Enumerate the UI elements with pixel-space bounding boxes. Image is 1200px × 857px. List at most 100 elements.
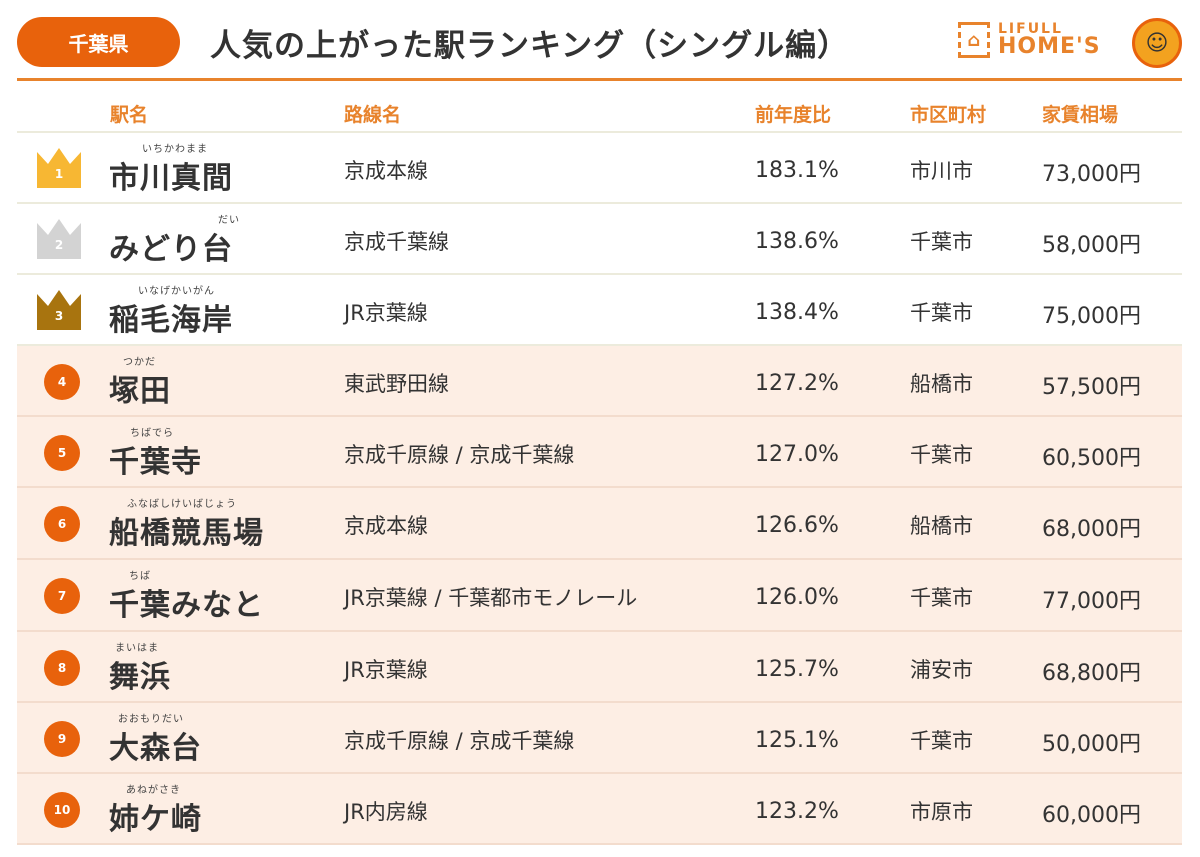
- line-name: 東武野田線: [344, 372, 449, 396]
- year-over-year-rate: 126.6%: [755, 513, 839, 538]
- year-over-year-rate: 138.4%: [755, 300, 839, 325]
- line-name: 京成本線: [344, 159, 428, 183]
- rent-price: 60,000円: [1042, 803, 1141, 828]
- crown-rank-icon: 2: [37, 219, 81, 259]
- station-name: 稲毛海岸: [109, 303, 233, 338]
- year-over-year-rate: 125.1%: [755, 728, 839, 753]
- rank-circle-icon: 7: [44, 578, 80, 614]
- city-name: 船橋市: [910, 514, 973, 538]
- year-over-year-rate: 127.2%: [755, 371, 839, 396]
- table-row: 4 つかだ塚田 東武野田線 127.2% 船橋市 57,500円: [17, 346, 1182, 417]
- line-name: JR京葉線: [344, 301, 428, 325]
- station-furigana: つかだ: [123, 357, 156, 368]
- year-over-year-rate: 183.1%: [755, 158, 839, 183]
- lifull-homes-logo: ⌂ LIFULL HOME'S: [958, 22, 1101, 58]
- ranking-table: 1 いちかわまま 市川真間 京成本線 183.1% 市川市 73,000円 2 だい みどり台 京成…: [17, 131, 1182, 845]
- rank-number: 10: [53, 803, 71, 817]
- column-header-station: 駅名: [110, 104, 149, 126]
- station-name: 船橋競馬場: [109, 516, 264, 551]
- rank-number: 1: [54, 167, 64, 181]
- rent-price: 73,000円: [1042, 162, 1141, 187]
- rent-price: 68,800円: [1042, 661, 1141, 686]
- rank-number: 4: [57, 375, 67, 389]
- station-furigana: だい: [218, 215, 240, 226]
- year-over-year-rate: 125.7%: [755, 657, 839, 682]
- rent-price: 77,000円: [1042, 589, 1141, 614]
- rank-number: 5: [57, 446, 67, 460]
- station-furigana: ちばでら: [130, 428, 174, 439]
- city-name: 市川市: [910, 159, 973, 183]
- house-icon: ⌂: [958, 22, 990, 58]
- city-name: 市原市: [910, 800, 973, 824]
- page-title: 人気の上がった駅ランキング（シングル編）: [210, 28, 850, 64]
- column-header-line: 路線名: [344, 104, 402, 126]
- city-name: 千葉市: [910, 230, 973, 254]
- rank-number: 3: [54, 309, 64, 323]
- rank-number: 2: [54, 238, 64, 252]
- station-name: 舞浜: [109, 660, 171, 695]
- crown-rank-icon: 1: [37, 148, 81, 188]
- column-header-rent: 家賃相場: [1042, 104, 1119, 126]
- table-row: 6 ふなばしけいばじょう船橋競馬場 京成本線 126.6% 船橋市 68,000円: [17, 488, 1182, 560]
- rank-circle-icon: 5: [44, 435, 80, 471]
- station-name: 市川真間: [109, 161, 233, 196]
- table-row: 9 おおもりだい 大森台 京成千原線 / 京成千葉線 125.1% 千葉市 50,000円: [17, 703, 1182, 774]
- column-header-city: 市区町村: [910, 104, 987, 126]
- line-name: 京成千原線 / 京成千葉線: [344, 729, 575, 753]
- line-name: 京成千葉線: [344, 230, 449, 254]
- rank-circle-icon: 10: [44, 792, 80, 828]
- table-row: 7 ちば千葉みなと JR京葉線 / 千葉都市モノレール 126.0% 千葉市 77,000…: [17, 560, 1182, 632]
- city-name: 船橋市: [910, 372, 973, 396]
- station-name: 塚田: [109, 374, 171, 409]
- year-over-year-rate: 126.0%: [755, 585, 839, 610]
- logo-line1: LIFULL: [998, 21, 1063, 37]
- line-name: 京成本線: [344, 514, 428, 538]
- rent-price: 58,000円: [1042, 233, 1141, 258]
- city-name: 千葉市: [910, 729, 973, 753]
- city-name: 千葉市: [910, 586, 973, 610]
- crown-rank-icon: 3: [37, 290, 81, 330]
- table-row: 1 いちかわまま市川真間 京成本線 183.1% 市川市 73,000円: [17, 133, 1182, 204]
- line-name: 京成千原線 / 京成千葉線: [344, 443, 575, 467]
- station-name: 姉ケ崎: [109, 802, 202, 837]
- table-row: 10 あねがさき 姉ケ崎 JR内房線 123.2% 市原市 60,000円: [17, 774, 1182, 845]
- rank-circle-icon: 9: [44, 721, 80, 757]
- station-furigana: あねがさき: [126, 785, 181, 796]
- mascot-icon: ☺: [1132, 18, 1182, 68]
- column-header-rate: 前年度比: [755, 104, 832, 126]
- station-furigana: おおもりだい: [118, 714, 184, 725]
- rank-circle-icon: 4: [44, 364, 80, 400]
- line-name: JR京葉線 / 千葉都市モノレール: [344, 586, 638, 610]
- table-row: 8 まいはま舞浜 JR京葉線 125.7% 浦安市 68,800円: [17, 632, 1182, 703]
- table-row: 2 だいみどり台 京成千葉線 138.6% 千葉市 58,000円: [17, 204, 1182, 275]
- station-furigana: ふなばしけいばじょう: [127, 499, 237, 510]
- station-name: 千葉みなと: [109, 588, 264, 623]
- city-name: 千葉市: [910, 301, 973, 325]
- prefecture-badge: 千葉県: [17, 17, 180, 67]
- rank-number: 6: [57, 517, 67, 531]
- rent-price: 57,500円: [1042, 375, 1141, 400]
- year-over-year-rate: 138.6%: [755, 229, 839, 254]
- rent-price: 60,500円: [1042, 446, 1141, 471]
- station-name: みどり台: [109, 232, 233, 267]
- rank-circle-icon: 8: [44, 650, 80, 686]
- header-divider: [17, 78, 1182, 81]
- station-furigana: いなげかいがん: [138, 286, 215, 297]
- year-over-year-rate: 123.2%: [755, 799, 839, 824]
- year-over-year-rate: 127.0%: [755, 442, 839, 467]
- city-name: 浦安市: [910, 658, 973, 682]
- rank-number: 9: [57, 732, 67, 746]
- rent-price: 75,000円: [1042, 304, 1141, 329]
- rent-price: 68,000円: [1042, 517, 1141, 542]
- logo-line2: HOME'S: [998, 34, 1101, 59]
- station-furigana: いちかわまま: [142, 144, 208, 155]
- rent-price: 50,000円: [1042, 732, 1141, 757]
- city-name: 千葉市: [910, 443, 973, 467]
- station-name: 千葉寺: [109, 445, 202, 480]
- rank-number: 8: [57, 661, 67, 675]
- line-name: JR京葉線: [344, 658, 428, 682]
- rank-circle-icon: 6: [44, 506, 80, 542]
- station-furigana: ちば: [129, 571, 151, 582]
- table-row: 3 いなげかいがん稲毛海岸 JR京葉線 138.4% 千葉市 75,000円: [17, 275, 1182, 346]
- station-furigana: まいはま: [115, 643, 159, 654]
